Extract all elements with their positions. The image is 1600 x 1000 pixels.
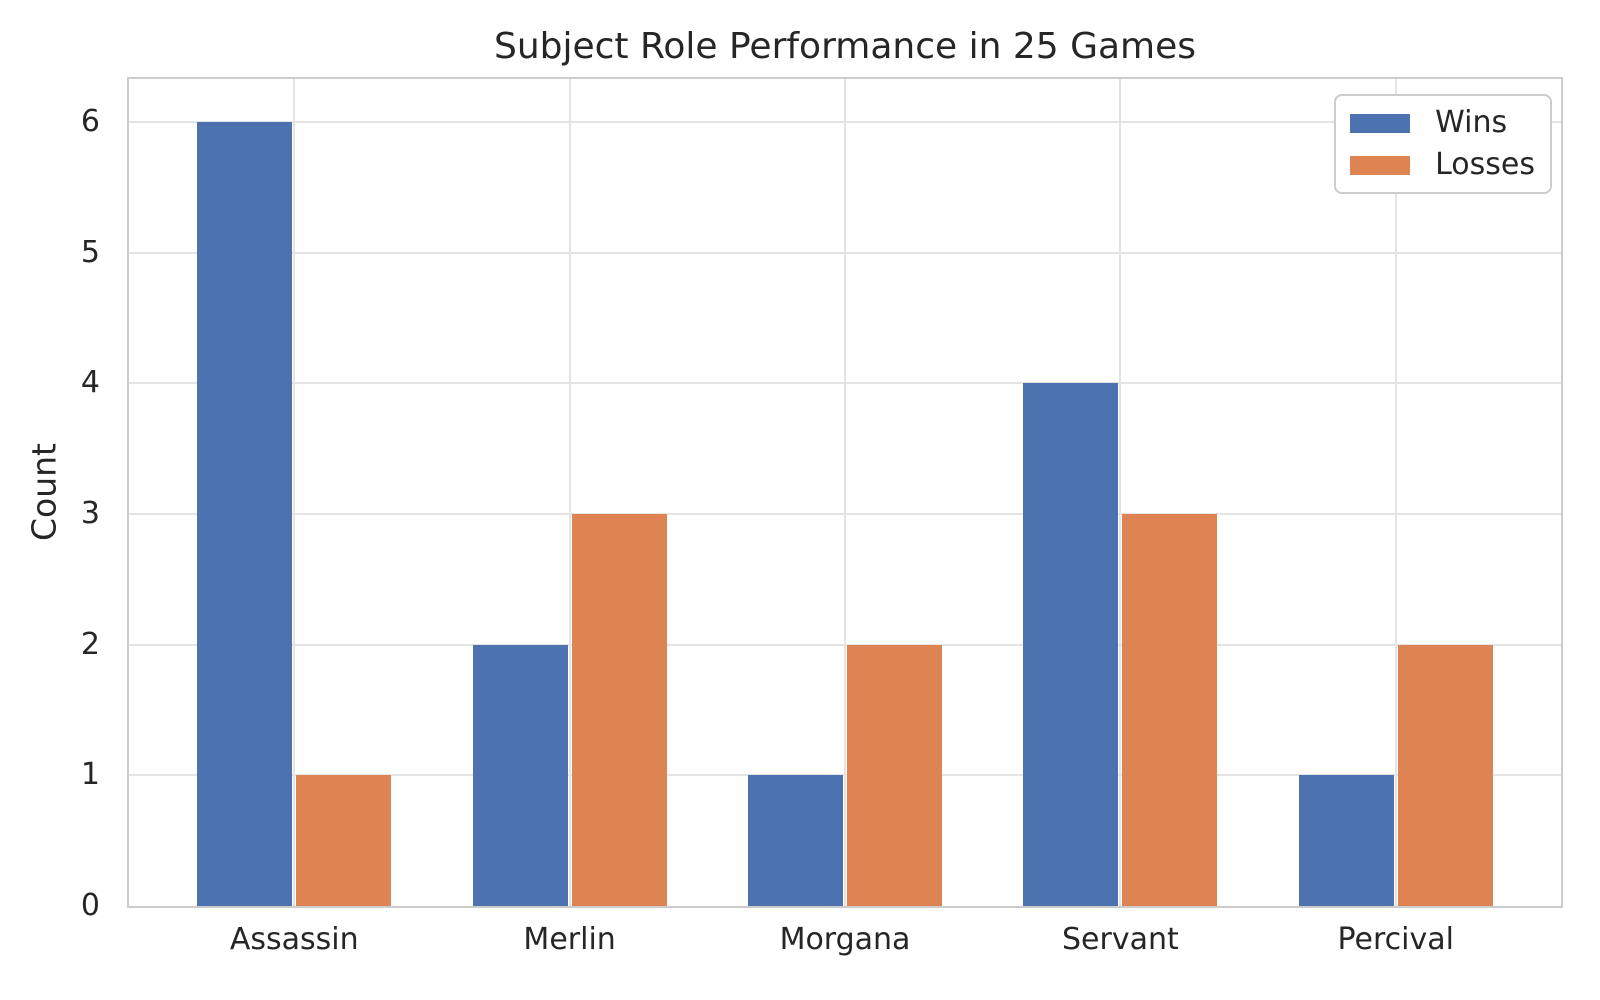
- y-tick-label-4: 4: [80, 365, 100, 401]
- y-tick-label-1: 1: [80, 757, 100, 793]
- bar-losses-assassin: [296, 775, 392, 906]
- x-tick-label-percival: Percival: [1337, 922, 1454, 957]
- chart-title: Subject Role Performance in 25 Games: [493, 26, 1197, 67]
- y-tick-label-0: 0: [80, 888, 100, 923]
- y-tick-label-2: 2: [80, 626, 100, 662]
- bar-losses-merlin: [571, 514, 667, 906]
- bar-losses-percival: [1397, 644, 1493, 906]
- plot-area: Wins Losses: [127, 77, 1563, 908]
- y-tick-label-3: 3: [80, 496, 100, 532]
- gridline-x-merlin: [568, 79, 571, 906]
- bar-losses-morgana: [847, 644, 942, 906]
- losses-legend-swatch: [1350, 155, 1411, 175]
- wins-legend-label: Wins: [1435, 105, 1508, 140]
- bar-wins-percival: [1298, 775, 1394, 906]
- losses-legend-label: Losses: [1435, 147, 1535, 182]
- x-tick-label-merlin: Merlin: [523, 922, 616, 957]
- gridline-x-servant: [1119, 79, 1122, 906]
- bar-wins-assassin: [197, 122, 293, 906]
- legend-item-wins: Wins: [1350, 108, 1535, 138]
- y-tick-label-6: 6: [80, 104, 100, 140]
- x-tick-label-assassin: Assassin: [229, 922, 359, 957]
- bar-losses-servant: [1122, 514, 1218, 906]
- y-tick-label-5: 5: [80, 234, 100, 270]
- bar-wins-servant: [1023, 383, 1119, 906]
- gridline-x-morgana: [844, 79, 846, 906]
- wins-legend-swatch: [1350, 113, 1411, 133]
- legend-item-losses: Losses: [1350, 150, 1535, 180]
- bar-wins-morgana: [748, 775, 843, 906]
- bar-wins-merlin: [472, 644, 568, 906]
- legend: Wins Losses: [1334, 94, 1552, 194]
- x-tick-label-servant: Servant: [1062, 922, 1179, 957]
- gridline-x-percival: [1394, 79, 1397, 906]
- gridline-x-assassin: [293, 79, 296, 906]
- x-tick-label-morgana: Morgana: [779, 922, 911, 957]
